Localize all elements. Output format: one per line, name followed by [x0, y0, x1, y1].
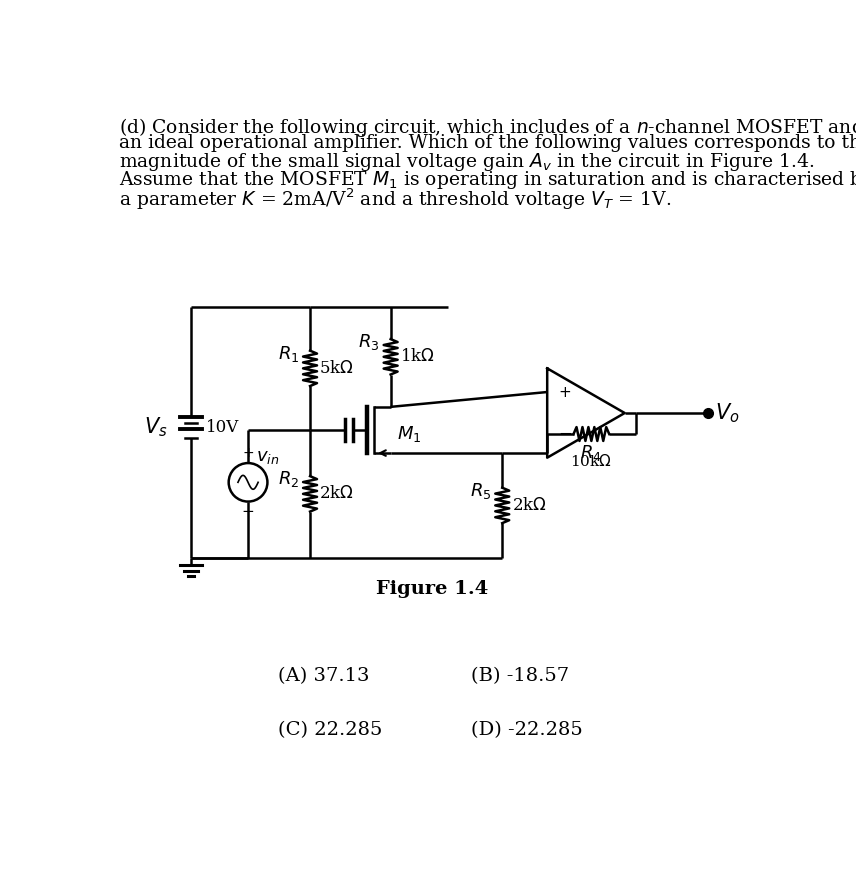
Text: 10k$\Omega$: 10k$\Omega$	[570, 453, 612, 469]
Text: 10V: 10V	[206, 419, 240, 436]
Text: $R_4$: $R_4$	[580, 443, 603, 464]
Text: −: −	[241, 503, 254, 519]
Text: $R_2$: $R_2$	[278, 469, 300, 489]
Text: $V_o$: $V_o$	[716, 401, 740, 424]
Text: $R_1$: $R_1$	[278, 344, 300, 364]
Text: magnitude of the small signal voltage gain $A_v$ in the circuit in Figure 1.4.: magnitude of the small signal voltage ga…	[119, 151, 815, 173]
Text: 1k$\Omega$: 1k$\Omega$	[400, 348, 435, 365]
Text: a parameter $K$ = 2mA/V$^2$ and a threshold voltage $V_T$ = 1V.: a parameter $K$ = 2mA/V$^2$ and a thresh…	[119, 186, 672, 212]
Text: Assume that the MOSFET $M_1$ is operating in saturation and is characterised by: Assume that the MOSFET $M_1$ is operatin…	[119, 169, 856, 191]
Text: −: −	[558, 425, 572, 443]
Text: (C) 22.285: (C) 22.285	[277, 721, 382, 739]
Text: $v_{in}$: $v_{in}$	[256, 448, 279, 466]
Text: an ideal operational amplifier. Which of the following values corresponds to the: an ideal operational amplifier. Which of…	[119, 133, 856, 152]
Text: Figure 1.4: Figure 1.4	[377, 580, 489, 598]
Text: $V_s$: $V_s$	[144, 416, 168, 440]
Text: (D) -22.285: (D) -22.285	[472, 721, 583, 739]
Text: (d) Consider the following circuit, which includes of a $n$-channel MOSFET and: (d) Consider the following circuit, whic…	[119, 115, 856, 139]
Text: 2k$\Omega$: 2k$\Omega$	[319, 486, 354, 503]
Text: 5k$\Omega$: 5k$\Omega$	[319, 360, 354, 377]
Text: +: +	[242, 446, 254, 460]
Text: (A) 37.13: (A) 37.13	[277, 668, 369, 686]
Text: $R_3$: $R_3$	[359, 332, 380, 353]
Text: $R_5$: $R_5$	[470, 480, 491, 501]
Text: +: +	[558, 385, 571, 400]
Text: (B) -18.57: (B) -18.57	[472, 668, 569, 686]
Text: $M_1$: $M_1$	[397, 424, 421, 444]
Text: 2k$\Omega$: 2k$\Omega$	[512, 497, 546, 514]
